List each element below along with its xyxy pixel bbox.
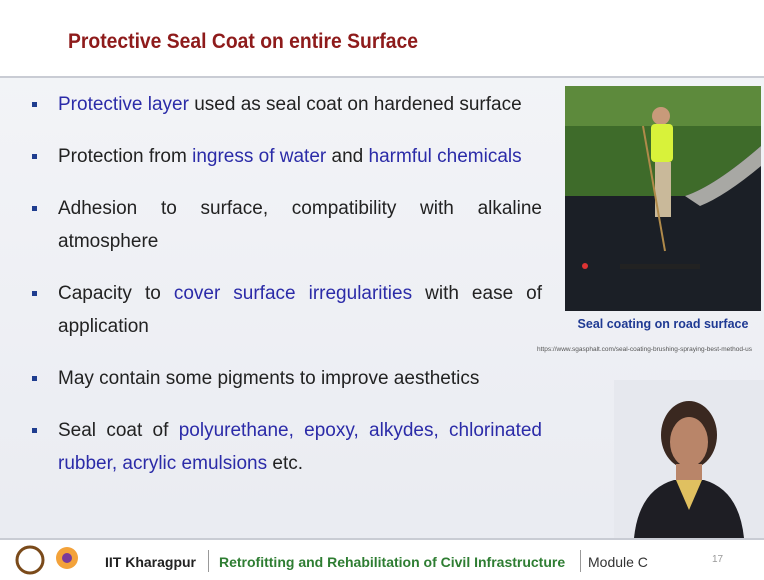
bullet-text: Protection from	[58, 146, 192, 167]
figure-caption: Seal coating on road surface	[565, 317, 761, 331]
bullet-text: etc.	[267, 453, 303, 474]
footer: IIT Kharagpur Retrofitting and Rehabilit…	[0, 538, 764, 580]
bullet-text: Capacity to	[58, 283, 174, 304]
bullet-text: Seal coat of	[58, 420, 179, 441]
figure-source: https://www.sgasphalt.com/seal-coating-b…	[537, 346, 752, 353]
bullet: May contain some pigments to improve aes…	[30, 362, 542, 395]
page-number: 17	[712, 554, 723, 565]
module: Module C	[588, 554, 648, 570]
logos	[10, 540, 100, 580]
title-bar: Protective Seal Coat on entire Surface	[0, 0, 764, 78]
bullet: Capacity to cover surface irregularities…	[30, 277, 542, 343]
bullet-text: May contain some pigments to improve aes…	[58, 368, 479, 389]
highlighted-text: ingress of water	[192, 146, 326, 167]
bullet-list: Protective layer used as seal coat on ha…	[30, 88, 542, 499]
bullet-text: and	[326, 146, 368, 167]
bullet: Seal coat of polyurethane, epoxy, alkyde…	[30, 414, 542, 480]
bullet-text: used as seal coat on hardened surface	[189, 94, 522, 115]
photo	[565, 86, 761, 311]
slide-title: Protective Seal Coat on entire Surface	[68, 30, 418, 54]
highlighted-text: Protective layer	[58, 94, 189, 115]
bullet: Protection from ingress of water and har…	[30, 140, 542, 173]
bullet: Adhesion to surface, compatibility with …	[30, 192, 542, 258]
highlighted-text: harmful chemicals	[369, 146, 522, 167]
highlighted-text: cover surface irregularities	[174, 283, 412, 304]
institute: IIT Kharagpur	[105, 554, 196, 570]
course-title: Retrofitting and Rehabilitation of Civil…	[219, 554, 565, 570]
bullet-text: Adhesion to surface, compatibility with …	[58, 198, 542, 252]
slide: Protective Seal Coat on entire Surface P…	[0, 0, 764, 580]
presenter-video	[614, 380, 764, 538]
bullet: Protective layer used as seal coat on ha…	[30, 88, 542, 121]
